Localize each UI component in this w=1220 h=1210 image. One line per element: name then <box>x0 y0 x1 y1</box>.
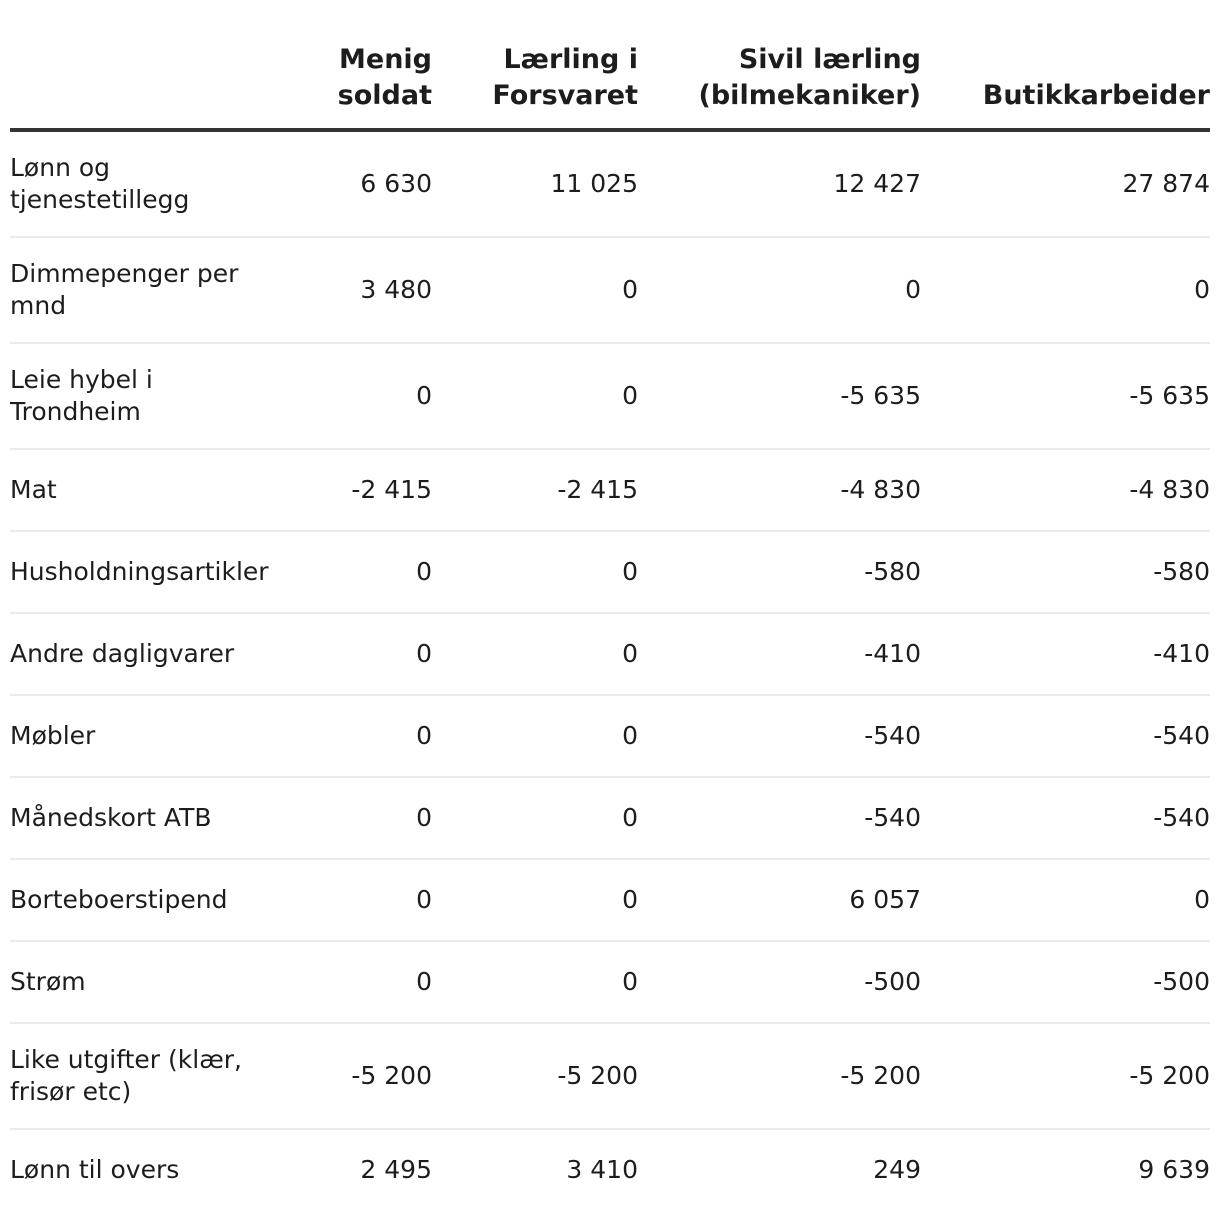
row-label: Møbler <box>10 695 300 778</box>
table-cell: -4 830 <box>921 449 1210 532</box>
table-cell: -500 <box>638 941 921 1024</box>
table-cell: 2 495 <box>360 1155 432 1184</box>
budget-table: Menig soldat Lærling i Forsvaret Sivil lær… <box>10 42 1210 1210</box>
table-row: Strøm 0 0 -500 -500 <box>10 941 1210 1024</box>
table-row: Lønn og tjenestetillegg 6 630 11 025 12 427… <box>10 130 1210 238</box>
table-cell: 3 480 <box>300 237 432 344</box>
row-label: Strøm <box>10 941 300 1024</box>
table-cell: -5 635 <box>638 343 921 450</box>
table-cell: 0 <box>300 859 432 942</box>
table-cell: -540 <box>638 777 921 860</box>
row-label: Lønn og tjenestetillegg <box>10 130 300 238</box>
table-cell: -540 <box>921 695 1210 778</box>
table-cell: -540 <box>638 695 921 778</box>
table-row: Like utgifter (klær, frisør etc) -5 200 -5… <box>10 1023 1210 1130</box>
table-row: Borteboerstipend 0 0 6 057 0 <box>10 859 1210 942</box>
table-cell: -2 415 <box>300 449 432 532</box>
column-header: Sivil lærling (bilmekaniker) <box>638 42 921 132</box>
row-label: Lønn til overs <box>10 1155 180 1184</box>
table-cell: -410 <box>638 613 921 696</box>
table-cell: 0 <box>432 859 638 942</box>
table-cell: -500 <box>921 941 1210 1024</box>
table-cell: -5 200 <box>300 1023 432 1130</box>
table-cell: 0 <box>432 613 638 696</box>
table-cell: 11 025 <box>432 130 638 238</box>
table-cell: 0 <box>300 531 432 614</box>
table-cell: -5 200 <box>432 1023 638 1130</box>
table-cell: 6 057 <box>638 859 921 942</box>
table-cell: -5 200 <box>921 1023 1210 1130</box>
header-row: Menig soldat Lærling i Forsvaret Sivil lær… <box>10 42 1210 132</box>
row-label: Mat <box>10 449 300 532</box>
table-cell: 0 <box>300 343 432 450</box>
table-cell: 9 639 <box>1138 1155 1210 1184</box>
table-cell: -5 200 <box>638 1023 921 1130</box>
table-row: Andre dagligvarer 0 0 -410 -410 <box>10 613 1210 696</box>
table-cell: -2 415 <box>432 449 638 532</box>
table-cell: 0 <box>300 941 432 1024</box>
row-label: Like utgifter (klær, frisør etc) <box>10 1023 300 1130</box>
table-cell: -4 830 <box>638 449 921 532</box>
row-label: Andre dagligvarer <box>10 613 300 696</box>
table-cell: 0 <box>432 941 638 1024</box>
table-cell: 0 <box>921 859 1210 942</box>
table-cell: 12 427 <box>638 130 921 238</box>
row-label: Husholdningsartikler <box>10 531 300 614</box>
table-row: Dimmepenger per mnd 3 480 0 0 0 <box>10 237 1210 344</box>
table-cell: -580 <box>921 531 1210 614</box>
table-cell: 0 <box>432 777 638 860</box>
table-cell: -5 635 <box>921 343 1210 450</box>
table-cell: 0 <box>432 343 638 450</box>
table-row: Lønn til overs 2 495 3 410 249 9 639 <box>10 1129 1210 1210</box>
table-cell: -540 <box>921 777 1210 860</box>
row-label: Dimmepenger per mnd <box>10 237 300 344</box>
table-cell: 6 630 <box>300 130 432 238</box>
table-cell: 0 <box>921 237 1210 344</box>
table-cell: 3 410 <box>566 1155 638 1184</box>
table-cell: 0 <box>432 237 638 344</box>
table-row: Husholdningsartikler 0 0 -580 -580 <box>10 531 1210 614</box>
table-cell: 0 <box>300 695 432 778</box>
table-cell: 0 <box>300 613 432 696</box>
column-header: Butikkarbeider <box>921 42 1210 132</box>
column-header-empty <box>10 42 300 132</box>
column-header: Lærling i Forsvaret <box>432 42 638 132</box>
table-row: Leie hybel i Trondheim 0 0 -5 635 -5 635 <box>10 343 1210 450</box>
table-cell: -410 <box>921 613 1210 696</box>
table-row: Månedskort ATB 0 0 -540 -540 <box>10 777 1210 860</box>
table-cell: 0 <box>432 695 638 778</box>
table-cell: 249 <box>873 1155 921 1184</box>
table-row: Møbler 0 0 -540 -540 <box>10 695 1210 778</box>
row-label: Borteboerstipend <box>10 859 300 942</box>
table-row: Mat -2 415 -2 415 -4 830 -4 830 <box>10 449 1210 532</box>
column-header: Menig soldat <box>300 42 432 132</box>
table-cell: 27 874 <box>921 130 1210 238</box>
table-cell: 0 <box>638 237 921 344</box>
table-cell: -580 <box>638 531 921 614</box>
table-cell: 0 <box>432 531 638 614</box>
row-label: Leie hybel i Trondheim <box>10 343 300 450</box>
table-cell: 0 <box>300 777 432 860</box>
row-label: Månedskort ATB <box>10 777 300 860</box>
